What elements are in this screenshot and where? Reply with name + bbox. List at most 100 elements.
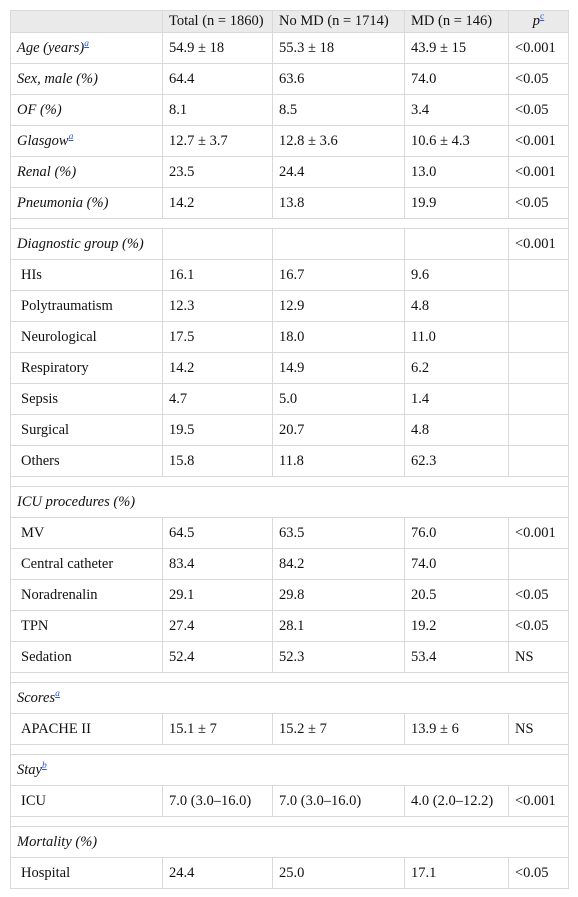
cell-no-md: 55.3 ± 18 xyxy=(272,32,405,64)
cell-total: 19.5 xyxy=(162,414,273,446)
row-label: Sepsis xyxy=(10,383,163,415)
cell-total: 14.2 xyxy=(162,187,273,219)
cell-md: 1.4 xyxy=(404,383,509,415)
row-label-text: APACHE II xyxy=(21,720,91,737)
section-label: Stayb xyxy=(10,754,569,786)
cell-total: 14.2 xyxy=(162,352,273,384)
row-label: Age (years)a xyxy=(10,32,163,64)
row-label: Respiratory xyxy=(10,352,163,384)
footnote-link-a[interactable]: a xyxy=(55,688,60,699)
header-total: Total (n = 1860) xyxy=(162,10,273,33)
cell-md: 6.2 xyxy=(404,352,509,384)
section-label-text: ICU procedures (%) xyxy=(17,493,136,510)
row-label: HIs xyxy=(10,259,163,291)
cell-no-md: 25.0 xyxy=(272,857,405,889)
spacer-row xyxy=(10,476,569,487)
table-row: Diagnostic group (%) <0.001 xyxy=(10,228,569,260)
section-label-text: Scores xyxy=(17,689,56,706)
cell-total: 29.1 xyxy=(162,579,273,611)
cell-p-value xyxy=(508,259,569,291)
cell-no-md: 18.0 xyxy=(272,321,405,353)
table-row: Noradrenalin 29.1 29.8 20.5 <0.05 xyxy=(10,579,569,611)
section-label-text: Stay xyxy=(17,761,42,778)
row-label-text: Pneumonia (%) xyxy=(17,194,109,211)
cell-no-md: 12.8 ± 3.6 xyxy=(272,125,405,157)
cell-no-md: 63.6 xyxy=(272,63,405,95)
cell-no-md: 29.8 xyxy=(272,579,405,611)
table-row: Others 15.8 11.8 62.3 xyxy=(10,445,569,477)
row-label: Surgical xyxy=(10,414,163,446)
cell-no-md: 16.7 xyxy=(272,259,405,291)
cell-p-value: <0.001 xyxy=(508,125,569,157)
table-row: Sedation 52.4 52.3 53.4 NS xyxy=(10,641,569,673)
row-label-text: MV xyxy=(21,524,45,541)
table-row: HIs 16.1 16.7 9.6 xyxy=(10,259,569,291)
table-body: Age (years)a 54.9 ± 18 55.3 ± 18 43.9 ± 15 <… xyxy=(10,32,569,889)
cell-total: 12.7 ± 3.7 xyxy=(162,125,273,157)
cell-no-md: 5.0 xyxy=(272,383,405,415)
cell-md: 11.0 xyxy=(404,321,509,353)
row-label: Noradrenalin xyxy=(10,579,163,611)
cell-no-md: 11.8 xyxy=(272,445,405,477)
cell-p-value: <0.001 xyxy=(508,156,569,188)
cell-no-md: 14.9 xyxy=(272,352,405,384)
cell-md: 3.4 xyxy=(404,94,509,126)
cell-md xyxy=(404,228,509,260)
cell-md: 13.0 xyxy=(404,156,509,188)
row-label-text: Noradrenalin xyxy=(21,586,98,603)
cell-md: 74.0 xyxy=(404,63,509,95)
cell-no-md: 28.1 xyxy=(272,610,405,642)
row-label: Sedation xyxy=(10,641,163,673)
table-row: Renal (%) 23.5 24.4 13.0 <0.001 xyxy=(10,156,569,188)
row-label: Renal (%) xyxy=(10,156,163,188)
table-row: Glasgowa 12.7 ± 3.7 12.8 ± 3.6 10.6 ± 4.3 <0… xyxy=(10,125,569,157)
cell-md: 53.4 xyxy=(404,641,509,673)
table-row: Age (years)a 54.9 ± 18 55.3 ± 18 43.9 ± 15 <… xyxy=(10,32,569,64)
table-row: Surgical 19.5 20.7 4.8 xyxy=(10,414,569,446)
cell-total: 17.5 xyxy=(162,321,273,353)
cell-total: 8.1 xyxy=(162,94,273,126)
cell-md: 10.6 ± 4.3 xyxy=(404,125,509,157)
cell-total: 52.4 xyxy=(162,641,273,673)
section-header-row: Scoresa xyxy=(10,682,569,714)
cell-no-md: 7.0 (3.0–16.0) xyxy=(272,785,405,817)
cell-total: 15.8 xyxy=(162,445,273,477)
cell-total: 16.1 xyxy=(162,259,273,291)
row-label: Polytraumatism xyxy=(10,290,163,322)
cell-p-value xyxy=(508,445,569,477)
table-row: Respiratory 14.2 14.9 6.2 xyxy=(10,352,569,384)
row-label: Hospital xyxy=(10,857,163,889)
cell-p-value: <0.05 xyxy=(508,857,569,889)
table-row: Neurological 17.5 18.0 11.0 xyxy=(10,321,569,353)
footnote-link-a[interactable]: a xyxy=(68,131,74,142)
cell-md: 13.9 ± 6 xyxy=(404,713,509,745)
section-label-text: Mortality (%) xyxy=(17,833,98,850)
cell-p-value: <0.05 xyxy=(508,579,569,611)
cell-no-md: 24.4 xyxy=(272,156,405,188)
spacer-row xyxy=(10,744,569,755)
spacer-row xyxy=(10,672,569,683)
cell-total: 12.3 xyxy=(162,290,273,322)
table-row: Sepsis 4.7 5.0 1.4 xyxy=(10,383,569,415)
footnote-link-a[interactable]: a xyxy=(84,38,89,49)
cell-p-value: NS xyxy=(508,713,569,745)
row-label-text: Polytraumatism xyxy=(21,297,113,314)
row-label: Glasgowa xyxy=(10,125,163,157)
section-label: Mortality (%) xyxy=(10,826,569,858)
cell-no-md: 52.3 xyxy=(272,641,405,673)
row-label: Central catheter xyxy=(10,548,163,580)
footnote-link-c[interactable]: c xyxy=(540,12,545,23)
cell-no-md: 15.2 ± 7 xyxy=(272,713,405,745)
table-row: ICU 7.0 (3.0–16.0) 7.0 (3.0–16.0) 4.0 (2.0–… xyxy=(10,785,569,817)
header-p-value: pc xyxy=(508,10,569,33)
cell-p-value: <0.05 xyxy=(508,187,569,219)
cell-total: 64.5 xyxy=(162,517,273,549)
footnote-link-b[interactable]: b xyxy=(41,760,47,771)
spacer-cell xyxy=(10,672,569,683)
cell-p-value: NS xyxy=(508,641,569,673)
row-label: Neurological xyxy=(10,321,163,353)
cell-p-value: <0.05 xyxy=(508,94,569,126)
section-header-row: Stayb xyxy=(10,754,569,786)
spacer-cell xyxy=(10,744,569,755)
table-row: Hospital 24.4 25.0 17.1 <0.05 xyxy=(10,857,569,889)
